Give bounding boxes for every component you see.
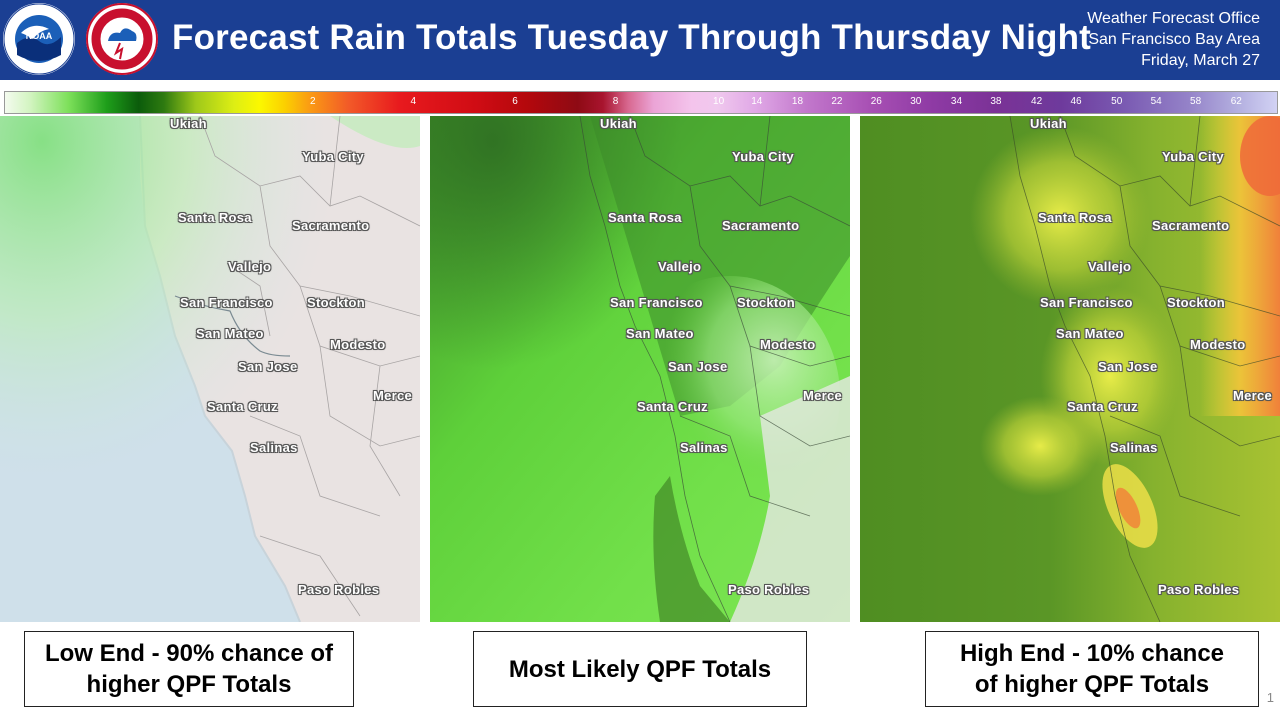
- city-label: Merce: [1233, 388, 1273, 403]
- city-label: Merce: [803, 388, 843, 403]
- legend-tick: 30: [910, 96, 922, 107]
- city-label: Yuba City: [1162, 149, 1224, 164]
- city-label: Modesto: [330, 337, 386, 352]
- legend-tick: 38: [990, 96, 1002, 107]
- low-end-map-graphic: [0, 116, 420, 622]
- office-name: Weather Forecast Office: [1087, 10, 1260, 27]
- city-label: Santa Rosa: [608, 210, 682, 225]
- legend-tick: 10: [713, 96, 725, 107]
- caption-likely-text: Most Likely QPF Totals: [508, 655, 772, 683]
- map-high-end: Ukiah Yuba City Santa Rosa Sacramento Va…: [860, 116, 1280, 622]
- nws-logo: [86, 3, 158, 75]
- city-label: Salinas: [1110, 440, 1158, 455]
- legend-tick: 8: [612, 96, 619, 107]
- city-label: Yuba City: [732, 149, 794, 164]
- city-label: Merce: [373, 388, 413, 403]
- city-label: San Mateo: [196, 326, 264, 341]
- caption-high-line1: High End - 10% chance: [959, 640, 1225, 667]
- city-label: Modesto: [760, 337, 816, 352]
- city-label: Yuba City: [302, 149, 364, 164]
- city-label: San Francisco: [610, 295, 703, 310]
- caption-low-line1: Low End - 90% chance of: [44, 640, 334, 667]
- city-label: Santa Cruz: [637, 399, 708, 414]
- map-low-end: Ukiah Yuba City Santa Rosa Sacramento Va…: [0, 116, 420, 622]
- city-label: Salinas: [680, 440, 728, 455]
- noaa-logo: NOAA: [3, 3, 75, 75]
- office-info: Weather Forecast Office San Francisco Ba…: [1087, 8, 1260, 71]
- page-title: Forecast Rain Totals Tuesday Through Thu…: [172, 18, 1092, 57]
- svg-text:NOAA: NOAA: [26, 31, 53, 41]
- legend-tick: 42: [1031, 96, 1043, 107]
- city-label: Ukiah: [600, 116, 637, 131]
- city-label: Santa Cruz: [1067, 399, 1138, 414]
- city-label: Stockton: [307, 295, 366, 310]
- city-label: Sacramento: [292, 218, 370, 233]
- office-area: San Francisco Bay Area: [1088, 31, 1260, 48]
- city-label: Santa Rosa: [178, 210, 252, 225]
- legend-tick: 22: [831, 96, 843, 107]
- caption-high-line2: of higher QPF Totals: [974, 671, 1210, 698]
- city-label: Stockton: [737, 295, 796, 310]
- caption-low-line2: higher QPF Totals: [86, 671, 292, 698]
- legend-color-bar: [5, 92, 1277, 113]
- legend-tick: 14: [751, 96, 763, 107]
- city-label: Ukiah: [170, 116, 207, 131]
- city-label: Paso Robles: [298, 582, 380, 597]
- city-label: Ukiah: [1030, 116, 1067, 131]
- most-likely-map-graphic: [430, 116, 850, 622]
- legend-tick: 50: [1111, 96, 1123, 107]
- legend-tick: 6: [512, 96, 518, 107]
- city-label: Vallejo: [228, 259, 272, 274]
- caption-low-end: Low End - 90% chance of higher QPF Total…: [24, 631, 354, 707]
- legend-tick: 58: [1190, 96, 1202, 107]
- legend-tick: 34: [950, 96, 963, 107]
- city-label: Sacramento: [1152, 218, 1230, 233]
- header-banner: NOAA Forecast Rain Totals Tuesday Throug…: [0, 0, 1280, 80]
- city-label: Vallejo: [1088, 259, 1132, 274]
- legend-tick: 26: [870, 96, 882, 107]
- city-label: Modesto: [1190, 337, 1246, 352]
- rainfall-legend: 2 4 6 8 10 14 18 22 26 30 34 38 42 46 50…: [4, 91, 1278, 114]
- city-label: Santa Rosa: [1038, 210, 1112, 225]
- city-label: San Jose: [1098, 359, 1158, 374]
- legend-tick: 18: [791, 96, 804, 107]
- city-label: Vallejo: [658, 259, 702, 274]
- city-label: San Jose: [668, 359, 728, 374]
- city-label: San Francisco: [1040, 295, 1133, 310]
- city-label: San Jose: [238, 359, 298, 374]
- city-label: San Francisco: [180, 295, 273, 310]
- legend-tick: 4: [410, 96, 417, 107]
- city-label: San Mateo: [626, 326, 694, 341]
- high-end-map-graphic: [860, 116, 1280, 622]
- city-label: Salinas: [250, 440, 298, 455]
- caption-most-likely: Most Likely QPF Totals: [473, 631, 807, 707]
- city-label: Stockton: [1167, 295, 1226, 310]
- caption-high-end: High End - 10% chance of higher QPF Tota…: [925, 631, 1259, 707]
- legend-tick: 46: [1070, 96, 1082, 107]
- city-label: Paso Robles: [728, 582, 810, 597]
- page-number: 1: [1266, 690, 1274, 705]
- map-most-likely: Ukiah Yuba City Santa Rosa Sacramento Va…: [430, 116, 850, 622]
- city-label: Sacramento: [722, 218, 800, 233]
- city-label: Santa Cruz: [207, 399, 278, 414]
- forecast-date: Friday, March 27: [1141, 52, 1260, 69]
- legend-tick: 54: [1150, 96, 1162, 107]
- legend-tick: 2: [310, 96, 316, 107]
- city-label: Paso Robles: [1158, 582, 1240, 597]
- legend-tick: 62: [1230, 96, 1242, 107]
- city-label: San Mateo: [1056, 326, 1124, 341]
